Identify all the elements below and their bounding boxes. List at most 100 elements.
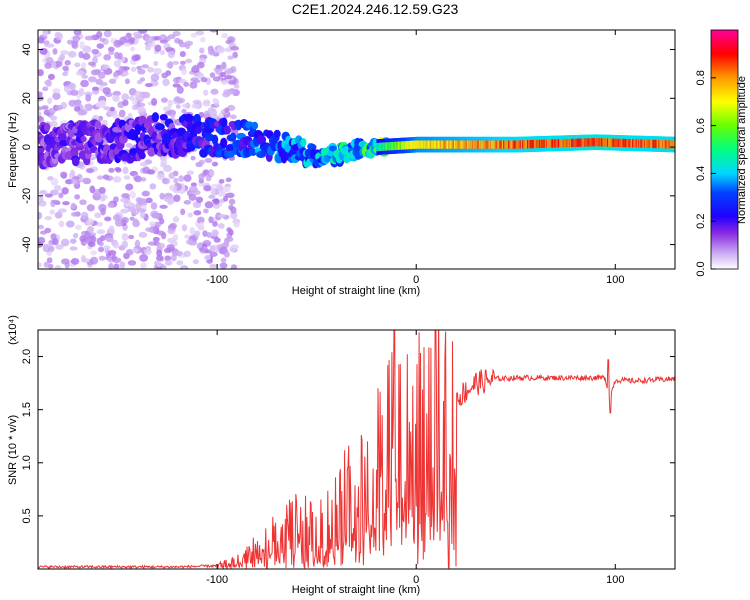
spectrogram-speckle (141, 191, 150, 197)
snr-y-tick-label: 0.5 (21, 508, 33, 523)
spectrogram-speckle (108, 51, 115, 56)
spectrogram-band-core (562, 139, 565, 148)
spectrogram-band-core (506, 140, 509, 149)
spectrogram-speckle (174, 250, 183, 257)
spectrogram-band-core (426, 140, 429, 149)
spectrogram-band-core (597, 138, 600, 147)
spectrogram-band-core (557, 139, 561, 148)
spectrogram-speckle (167, 34, 176, 40)
spectrogram-speckle (40, 230, 47, 235)
spectrogram-speckle (192, 79, 201, 84)
spectrogram-blob (220, 137, 228, 149)
spectrogram-speckle (122, 99, 129, 107)
spectrogram-speckle (82, 177, 92, 185)
spectrogram-speckle (202, 89, 209, 96)
spectrogram-band-core (587, 138, 591, 147)
spectrogram-band-core (563, 139, 567, 148)
spectrogram-band-core (389, 142, 392, 151)
snr-y-label: SNR (10 * v/v) (7, 415, 19, 485)
spectrogram-speckle (159, 217, 165, 225)
spectrogram-band-core (458, 140, 462, 149)
spectrogram-band-core (659, 140, 662, 149)
spectrogram-band-core (561, 139, 564, 148)
spectrogram-band-core (643, 139, 647, 148)
spectrogram-speckle (227, 80, 237, 85)
spectrogram-band-core (519, 140, 522, 149)
spectrogram-band-core (672, 140, 675, 149)
spectrogram-speckle (233, 84, 240, 89)
spectrogram-speckle (181, 108, 187, 114)
spectrogram-speckle (196, 72, 205, 79)
spectrogram-speckle (70, 202, 77, 210)
spectrogram-speckle (213, 237, 221, 243)
spectrogram-band-core (574, 138, 577, 147)
spectrogram-speckle (208, 194, 216, 199)
spectrogram-speckle (210, 187, 216, 196)
spectrogram-x-tick-label: 0 (413, 274, 419, 286)
spectrogram-speckle (198, 173, 205, 181)
spectrogram-speckle (78, 88, 85, 96)
spectrogram-speckle (229, 245, 237, 253)
spectrogram-speckle (209, 72, 216, 78)
spectrogram-speckle (119, 261, 126, 269)
spectrogram-speckle (86, 225, 95, 233)
spectrogram-band-core (479, 140, 482, 149)
spectrogram-band-core (624, 138, 628, 148)
spectrogram-speckle (60, 50, 69, 55)
spectrogram-speckle (58, 192, 64, 199)
spectrogram-band-core (649, 139, 653, 149)
spectrogram-band-core (548, 139, 551, 148)
spectrogram-speckle (73, 105, 81, 112)
spectrogram-speckle (74, 62, 81, 68)
snr-x-tick-label: 100 (606, 574, 624, 586)
spectrogram-band-core (664, 140, 667, 149)
spectrogram-band-core (498, 140, 501, 149)
spectrogram-band-core (541, 139, 544, 148)
snr-x-label: Height of straight line (km) (292, 584, 420, 596)
spectrogram-speckle (149, 221, 156, 227)
spectrogram-band-core (402, 141, 405, 150)
spectrogram-speckle (38, 236, 46, 245)
spectrogram-speckle (38, 106, 43, 111)
spectrogram-speckle (121, 233, 129, 241)
spectrogram-speckle (130, 66, 137, 72)
spectrogram-band-core (520, 140, 524, 149)
spectrogram-band-core (481, 140, 484, 149)
spectrogram-y-ticks: -40 -20 0 20 40 (21, 43, 675, 253)
spectrogram-speckle (38, 262, 42, 268)
spectrogram-band-core (569, 138, 573, 148)
spectrogram-speckle (152, 212, 160, 219)
spectrogram-blob (151, 112, 160, 123)
spectrogram-blob (211, 134, 219, 145)
spectrogram-speckle (118, 109, 126, 118)
spectrogram-speckle (159, 192, 165, 200)
spectrogram-speckle (140, 177, 147, 182)
spectrogram-speckle (91, 48, 100, 55)
spectrogram-band-core (634, 139, 637, 148)
spectrogram-band-core (387, 142, 390, 151)
spectrogram-speckle (128, 36, 136, 43)
spectrogram-speckle (80, 79, 89, 88)
spectrogram-band-core (504, 140, 507, 149)
spectrogram-speckle (198, 222, 204, 229)
spectrogram-band-core (494, 140, 497, 149)
spectrogram-speckle (88, 241, 96, 248)
spectrogram-band-core (549, 139, 552, 148)
spectrogram-band-core (612, 138, 616, 147)
spectrogram-band-core (438, 140, 441, 149)
spectrogram-speckle (49, 120, 58, 127)
spectrogram-speckle (146, 169, 155, 175)
spectrogram-speckle (64, 179, 74, 185)
spectrogram-speckle (198, 247, 205, 252)
spectrogram-speckle (159, 50, 166, 56)
spectrogram-band-core (629, 139, 632, 148)
spectrogram-band-core (448, 140, 451, 149)
spectrogram-speckle (131, 55, 140, 62)
spectrogram-speckle (233, 221, 240, 228)
spectrogram-band-core (663, 140, 666, 149)
spectrogram-speckle (153, 67, 162, 75)
spectrogram-speckle (216, 185, 224, 192)
spectrogram-band-core (468, 140, 471, 149)
spectrogram-band-core (575, 138, 579, 147)
spectrogram-band-core (400, 141, 403, 150)
